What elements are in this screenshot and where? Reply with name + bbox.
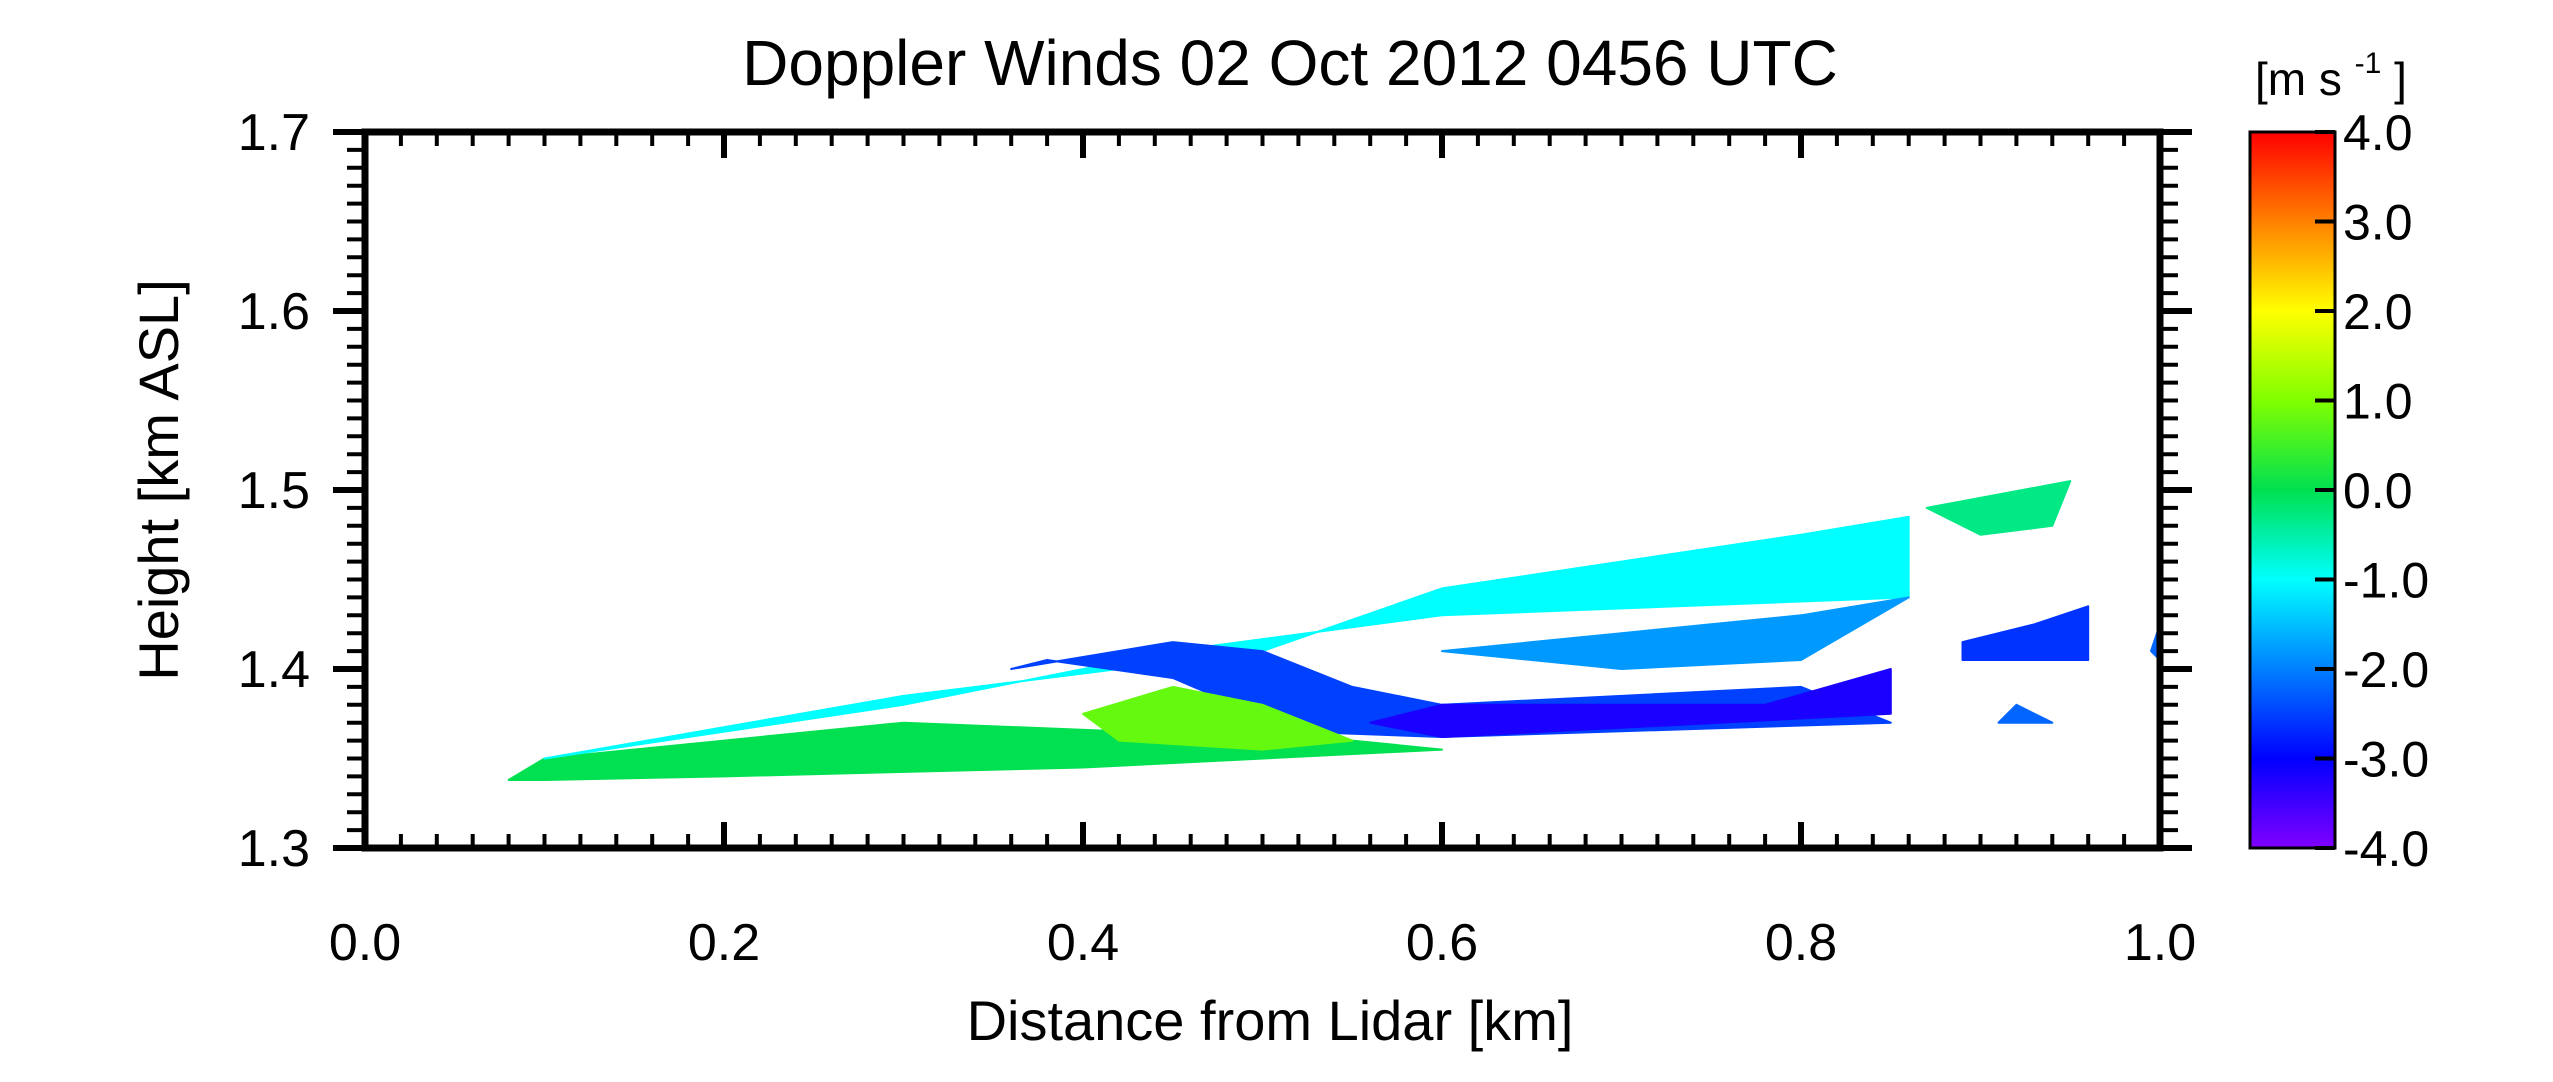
- colorbar-unit-main: [m s: [2255, 53, 2342, 105]
- x-axis-label: Distance from Lidar [km]: [967, 989, 1574, 1052]
- colorbar-unit-label: [m s -1 ]: [2255, 31, 2407, 105]
- y-axis-label: Height [km ASL]: [127, 279, 190, 681]
- colorbar-unit-end: ]: [2394, 53, 2407, 105]
- y-tick-label: 1.7: [238, 104, 310, 162]
- chart-title: Doppler Winds 02 Oct 2012 0456 UTC: [742, 27, 1838, 99]
- x-tick-label: 0.6: [1406, 914, 1478, 972]
- colorbar-tick-label: 4.0: [2343, 105, 2413, 161]
- wind-region-8: [1997, 703, 2054, 724]
- wind-region-5: [1441, 596, 1910, 670]
- colorbar: 4.0 3.0 2.0 1.0 0.0 -1.0 -2.0 -3.0 -4.0: [2248, 105, 2429, 877]
- y-tick-label: 1.3: [238, 820, 310, 878]
- x-tick-label: 0.0: [329, 914, 401, 972]
- x-tick-label: 0.8: [1765, 914, 1837, 972]
- colorbar-tick-label: -1.0: [2343, 553, 2429, 609]
- colorbar-tick-label: -3.0: [2343, 732, 2429, 788]
- wind-region-4: [1082, 685, 1354, 751]
- x-tick-label: 1.0: [2124, 914, 2196, 972]
- colorbar-tick-label: -4.0: [2343, 821, 2429, 877]
- wind-region-6: [1961, 605, 2090, 661]
- axes: 0.0 0.2 0.4 0.6 0.8 1.0 1.3 1.4 1.5 1.6 1.7: [238, 104, 2196, 972]
- colorbar-unit-superscript: -1: [2355, 47, 2382, 80]
- colorbar-tick-label: -2.0: [2343, 642, 2429, 698]
- colorbar-tick-label: 0.0: [2343, 463, 2413, 519]
- wind-region-3: [1369, 668, 1892, 738]
- y-tick-label: 1.4: [238, 641, 310, 699]
- colorbar-tick-label: 3.0: [2343, 195, 2413, 251]
- plot-area: [507, 480, 2160, 781]
- y-tick-label: 1.5: [238, 462, 310, 520]
- x-tick-label: 0.2: [688, 914, 760, 972]
- x-tick-label: 0.4: [1047, 914, 1119, 972]
- y-tick-label: 1.6: [238, 283, 310, 341]
- colorbar-tick-label: 1.0: [2343, 374, 2413, 430]
- colorbar-tick-label: 2.0: [2343, 284, 2413, 340]
- wind-region-7: [1925, 480, 2072, 536]
